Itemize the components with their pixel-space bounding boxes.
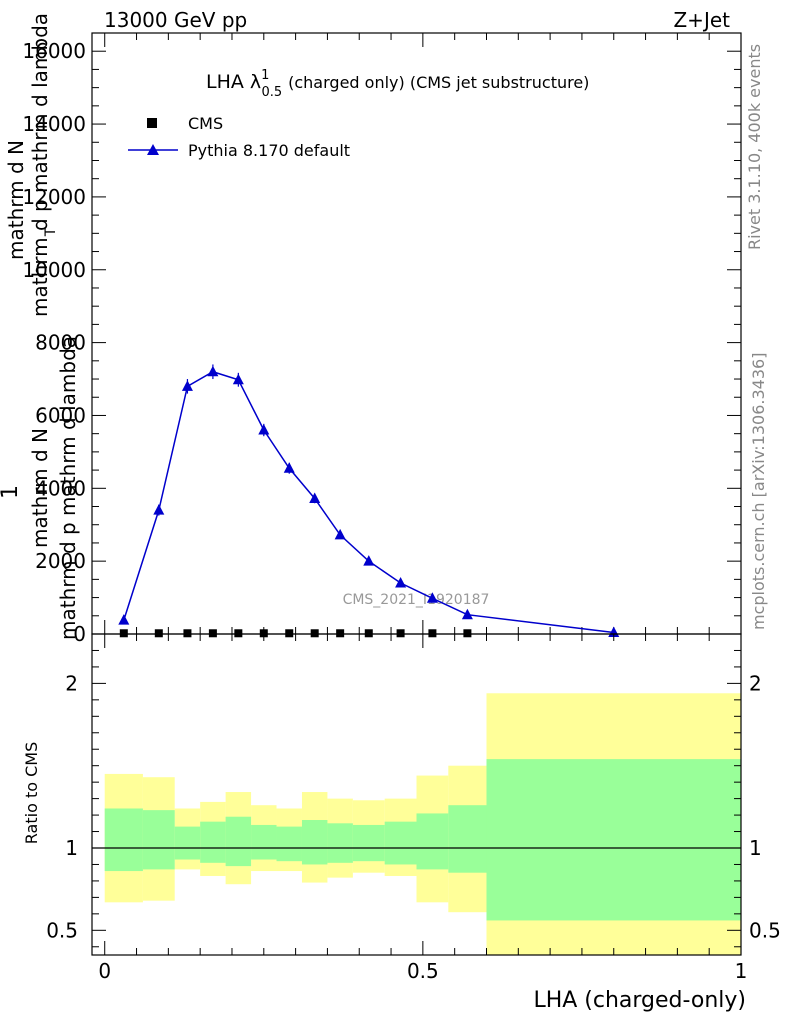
ratio-inner-band bbox=[486, 759, 741, 921]
ratio-y-tick-label: 0.5 bbox=[46, 918, 78, 942]
main-y-tick-label: 0 bbox=[73, 622, 86, 646]
ylabel-frac-num: mathrm d N bbox=[28, 428, 52, 548]
cms-point bbox=[463, 629, 472, 638]
ratio-inner-band bbox=[352, 824, 385, 862]
ratio-inner-band bbox=[200, 821, 226, 863]
ratio-inner-band bbox=[225, 816, 252, 867]
legend-pythia-label: Pythia 8.170 default bbox=[188, 141, 350, 160]
pythia-point bbox=[309, 492, 321, 504]
ratio-inner-band bbox=[276, 826, 302, 862]
chart-title-sub: 0.5 bbox=[261, 85, 282, 100]
ratio-inner-band bbox=[104, 808, 143, 872]
cms-point bbox=[336, 629, 345, 638]
pythia-point bbox=[395, 577, 407, 588]
cms-point bbox=[154, 629, 163, 638]
chart-title: LHA λ1 0.5 (charged only) (CMS jet substru… bbox=[206, 68, 589, 100]
ratio-x-tick-label: 1 bbox=[735, 959, 748, 983]
ratio-y-tick-label: 2 bbox=[65, 671, 78, 695]
pythia-point bbox=[334, 528, 346, 540]
ratio-y-tick-label-right: 2 bbox=[749, 671, 762, 695]
ylabel-frac-one: 1 bbox=[0, 485, 23, 499]
header-right: Z+Jet bbox=[673, 8, 730, 32]
ratio-inner-band bbox=[416, 813, 449, 870]
ratio-inner-band bbox=[301, 820, 328, 865]
ylabel-main-den-sub: T bbox=[43, 227, 59, 237]
main-y-tick-labels: 0 2000 4000 6000 8000 10000 12000 14000 16000 bbox=[22, 39, 86, 646]
ratio-bands bbox=[92, 693, 741, 955]
cms-point bbox=[364, 629, 373, 638]
ratio-y-tick-label-right: 0.5 bbox=[749, 918, 781, 942]
legend-pythia-marker bbox=[147, 144, 159, 155]
cms-point bbox=[428, 629, 437, 638]
ratio-y-label: Ratio to CMS bbox=[22, 742, 41, 844]
main-y-tick-label: 14000 bbox=[22, 112, 86, 136]
ratio-inner-band bbox=[174, 826, 201, 860]
main-y-tick-label: 8000 bbox=[35, 331, 86, 355]
legend-cms-label: CMS bbox=[188, 114, 223, 133]
pythia-point bbox=[461, 608, 473, 620]
main-axis-ticks bbox=[92, 32, 742, 635]
ratio-inner-band bbox=[142, 810, 175, 870]
rivet-label: Rivet 3.1.10, 400k events bbox=[745, 44, 764, 250]
main-y-tick-label: 2000 bbox=[35, 549, 86, 573]
ratio-x-tick-label: 0.5 bbox=[407, 959, 439, 983]
main-y-label: 1 mathrm d N mathrm d p mathrm d lambda … bbox=[0, 13, 80, 640]
pythia-point bbox=[153, 504, 165, 515]
ratio-inner-band bbox=[448, 805, 487, 873]
pythia-point bbox=[283, 462, 295, 473]
ratio-frame bbox=[91, 633, 742, 956]
ylabel-frac-den: mathrm d p mathrm d lambda bbox=[56, 336, 80, 640]
header-left: 13000 GeV pp bbox=[104, 8, 247, 32]
ratio-y-tick-label: 1 bbox=[65, 836, 78, 860]
pythia-point bbox=[118, 614, 130, 625]
ratio-panel: 0.5 0.51 12 2 0 0.5 1 Ratio to CMS LHA (charg… bbox=[22, 633, 781, 1013]
ratio-inner-band bbox=[327, 823, 353, 863]
cms-point bbox=[259, 629, 268, 638]
cms-point bbox=[234, 629, 243, 638]
cms-point bbox=[208, 629, 217, 638]
chart-title-sup: 1 bbox=[261, 68, 269, 83]
main-y-tick-label: 10000 bbox=[22, 258, 86, 282]
mcplots-label: mcplots.cern.ch [arXiv:1306.3436] bbox=[749, 353, 768, 630]
x-axis-label: LHA (charged-only) bbox=[533, 988, 746, 1013]
ratio-axis-ticks bbox=[92, 634, 742, 955]
cms-point bbox=[119, 629, 128, 638]
pythia-point bbox=[426, 592, 438, 603]
pythia-point bbox=[232, 373, 244, 385]
main-y-tick-label: 12000 bbox=[22, 185, 86, 209]
pythia-point bbox=[258, 424, 270, 435]
pythia-series-line bbox=[123, 370, 614, 634]
cms-point bbox=[396, 629, 405, 638]
pythia-point bbox=[181, 380, 193, 391]
cms-point bbox=[310, 629, 319, 638]
chart-title-main: LHA λ bbox=[206, 71, 261, 93]
main-data-layer bbox=[118, 364, 620, 638]
main-panel: 0 2000 4000 6000 8000 10000 12000 14000 16000 LH… bbox=[0, 13, 742, 646]
ylabel-main-den-text: mathrm d p mathrm d lambda bbox=[28, 13, 52, 317]
ratio-inner-band bbox=[384, 821, 417, 865]
main-y-tick-label: 6000 bbox=[35, 403, 86, 427]
pythia-point bbox=[207, 365, 219, 377]
legend-cms-marker bbox=[147, 118, 157, 128]
ylabel-main-den: mathrm d p mathrm d lambda bbox=[28, 13, 52, 317]
analysis-watermark: CMS_2021_I1920187 bbox=[343, 592, 490, 608]
ratio-x-tick-labels: 0 0.5 1 bbox=[98, 959, 747, 983]
cms-point bbox=[183, 629, 192, 638]
cms-point bbox=[285, 629, 294, 638]
ylabel-main-num: mathrm d N bbox=[4, 140, 28, 260]
ratio-inner-band bbox=[251, 824, 277, 860]
main-y-tick-label: 16000 bbox=[22, 39, 86, 63]
chart-title-rest: (charged only) (CMS jet substructure) bbox=[288, 73, 589, 92]
ratio-y-tick-label-right: 1 bbox=[749, 836, 762, 860]
ratio-x-tick-label: 0 bbox=[98, 959, 111, 983]
pythia-point bbox=[363, 555, 375, 566]
main-y-tick-label: 4000 bbox=[35, 476, 86, 500]
legend: CMS Pythia 8.170 default bbox=[128, 114, 350, 160]
ylabel-frac-den-text: mathrm d p mathrm d lambda bbox=[56, 336, 80, 640]
ratio-y-tick-labels: 0.5 0.5 1 1 2 2 bbox=[46, 671, 781, 942]
